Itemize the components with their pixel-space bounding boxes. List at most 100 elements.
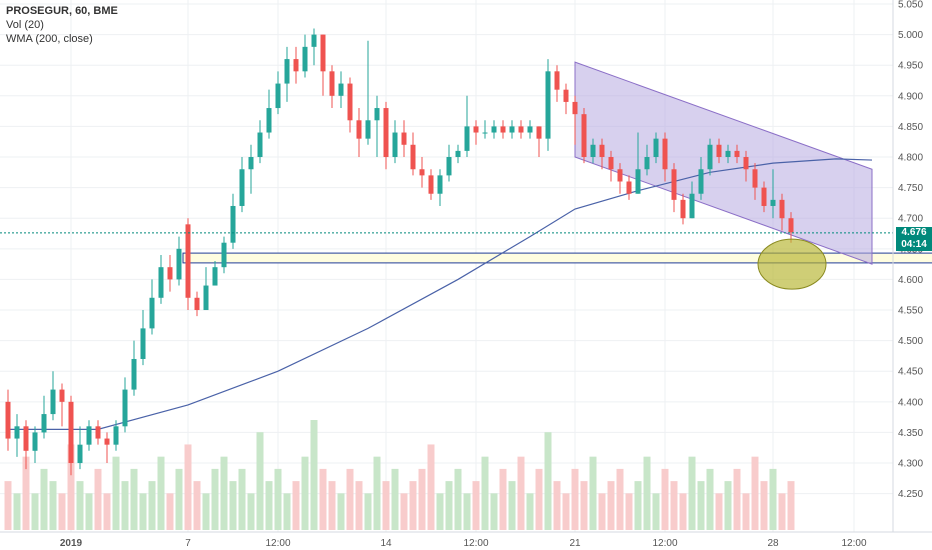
candle-body xyxy=(743,157,749,170)
candle-body xyxy=(59,389,65,402)
volume-bar xyxy=(157,456,165,530)
highlight-ellipse[interactable] xyxy=(757,238,827,290)
candle-body xyxy=(167,267,173,280)
volume-bar xyxy=(220,456,228,530)
volume-bar xyxy=(4,481,12,530)
price-tick-label: 5.050 xyxy=(898,0,923,11)
candle-body xyxy=(104,438,110,445)
price-tick-label: 4.550 xyxy=(898,306,923,317)
time-tick-label: 14 xyxy=(380,538,392,549)
volume-bar xyxy=(130,468,138,530)
candle-body xyxy=(500,126,506,133)
candle-body xyxy=(572,101,578,115)
volume-bar xyxy=(760,481,768,530)
candle-body xyxy=(338,83,344,96)
price-tick-label: 4.300 xyxy=(898,459,923,470)
volume-bar xyxy=(283,493,291,530)
time-tick-label: 7 xyxy=(185,538,191,549)
volume-bar xyxy=(769,468,777,530)
volume-bar xyxy=(112,456,120,530)
time-tick-label: 12:00 xyxy=(652,538,677,549)
volume-bar xyxy=(634,481,642,530)
volume-bar xyxy=(508,481,516,530)
price-tick-label: 4.450 xyxy=(898,367,923,378)
volume-bar xyxy=(94,468,102,530)
volume-bar xyxy=(787,481,795,530)
candle-body xyxy=(203,285,209,311)
volume-bar xyxy=(211,468,219,530)
candle-body xyxy=(599,144,605,158)
volume-bar xyxy=(553,481,561,530)
wma-indicator-label: WMA (200, close) xyxy=(6,33,93,45)
candle-body xyxy=(554,71,560,90)
volume-bar xyxy=(202,493,210,530)
candle-body xyxy=(212,267,218,286)
candle-body xyxy=(302,46,308,72)
candle-body xyxy=(194,297,200,311)
volume-bar xyxy=(580,481,588,530)
volume-bar xyxy=(652,493,660,530)
support-zone[interactable] xyxy=(182,252,932,264)
ellipse-shape xyxy=(757,238,827,290)
candle-body xyxy=(356,120,362,139)
volume-bar xyxy=(319,468,327,530)
candle-body xyxy=(95,426,101,439)
candle-body xyxy=(527,126,533,133)
volume-bar xyxy=(67,444,75,530)
candle-body xyxy=(698,169,704,194)
volume-bar xyxy=(148,481,156,530)
candle-body xyxy=(320,34,326,72)
volume-bar xyxy=(724,481,732,530)
volume-bar xyxy=(13,493,21,530)
volume-bar xyxy=(535,468,543,530)
candle-body xyxy=(653,138,659,158)
volume-bar xyxy=(526,493,534,530)
price-tick-label: 4.700 xyxy=(898,214,923,225)
volume-bar xyxy=(589,456,597,530)
volume-bar xyxy=(643,456,651,530)
volume-bar xyxy=(121,481,129,530)
candle-body xyxy=(518,126,524,133)
candle-body xyxy=(347,83,353,121)
volume-bar xyxy=(562,493,570,530)
candle-body xyxy=(437,175,443,194)
candle-body xyxy=(671,169,677,200)
volume-bar xyxy=(697,481,705,530)
vol-indicator-label: Vol (20) xyxy=(6,19,44,31)
volume-bar xyxy=(274,468,282,530)
candle-body xyxy=(293,59,299,72)
last-price-badge: 4.676 xyxy=(896,226,932,239)
candle-body xyxy=(113,426,119,445)
candle-body xyxy=(428,175,434,194)
candle-body xyxy=(734,150,740,158)
price-tick-label: 4.250 xyxy=(898,489,923,500)
volume-bar xyxy=(598,493,606,530)
candle-body xyxy=(563,89,569,102)
candle-body xyxy=(707,144,713,170)
volume-bar xyxy=(706,468,714,530)
candle-body xyxy=(761,187,767,206)
candle-body xyxy=(230,205,236,243)
candle-body xyxy=(185,224,191,298)
volume-bar xyxy=(301,456,309,530)
candle-body xyxy=(68,401,74,464)
volume-bar xyxy=(571,468,579,530)
candle-body xyxy=(410,144,416,170)
candle-body xyxy=(158,267,164,298)
volume-bar xyxy=(778,493,786,530)
price-tick-label: 5.000 xyxy=(898,30,923,41)
volume-bar xyxy=(247,493,255,530)
candle-body xyxy=(617,169,623,182)
volume-bar xyxy=(184,444,192,530)
candle-body xyxy=(383,108,389,158)
candle-body xyxy=(239,169,245,206)
volume-bar xyxy=(49,481,57,530)
candle-body xyxy=(14,426,20,439)
price-tick-label: 4.350 xyxy=(898,428,923,439)
price-tick-label: 4.400 xyxy=(898,397,923,408)
candle-body xyxy=(491,126,497,133)
candle-body xyxy=(662,138,668,170)
candle-body xyxy=(473,126,479,133)
